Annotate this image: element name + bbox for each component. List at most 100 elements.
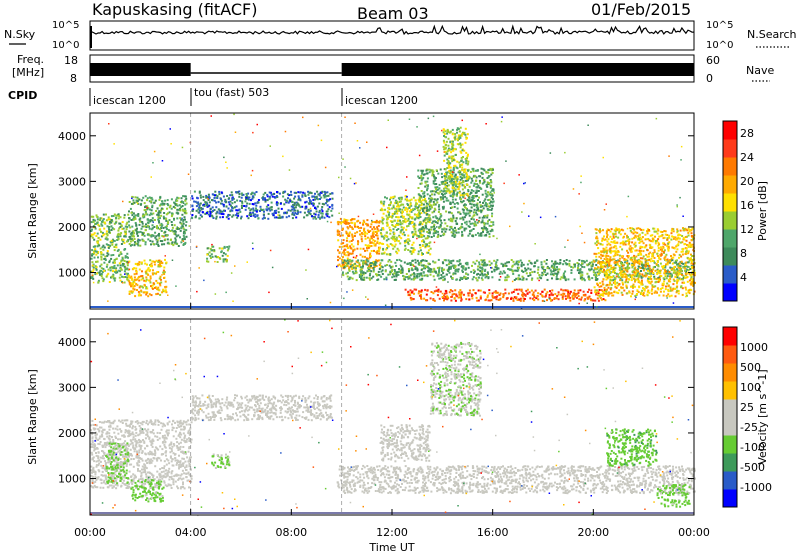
power-cell [309,209,312,212]
power-cell [121,257,124,260]
power-cell [262,197,264,200]
power-cell [177,197,180,200]
power-cell [138,286,141,289]
power-cell [401,215,404,218]
power-cell [432,299,435,301]
power-cell [682,266,685,269]
power-cell [112,273,115,276]
power-cell [252,214,255,217]
power-cell [439,168,442,171]
power-cell [628,247,631,250]
power-cell [97,256,99,259]
power-cell [343,220,346,223]
power-cell [519,259,522,262]
power-cell [490,266,493,269]
power-cell [473,272,475,274]
power-cell [652,285,655,288]
power-cell [238,193,241,195]
power-cell [359,269,362,272]
power-cell [438,204,441,207]
power-cell [136,278,139,281]
power-cell [185,235,188,238]
power-cell [90,276,93,279]
power-cell [135,272,138,275]
power-cell [123,270,126,273]
power-cell [668,261,671,264]
power-cell [128,224,131,227]
power-cell [484,192,487,195]
power-cell [385,276,388,279]
power-cell [294,206,297,209]
power-cell [171,223,174,226]
power-cell [487,169,490,171]
power-cell [442,207,445,210]
power-cell [580,264,583,267]
power-cell [617,273,620,276]
power-cell [407,262,410,265]
power-cell [403,248,406,251]
power-cell [470,206,473,209]
power-cell [411,231,414,233]
power-cell [169,239,172,241]
power-cell [443,268,446,271]
power-cell [425,293,428,296]
power-cell [338,252,341,254]
power-cell [178,208,181,211]
power-cell [646,262,649,265]
power-cell [475,296,478,299]
power-cell [352,245,355,248]
power-cell [389,215,392,218]
power-cell [147,273,150,276]
power-cell [369,241,372,244]
power-cell [379,232,382,234]
power-cell [156,292,159,295]
power-cell [427,267,430,269]
power-cell [102,278,105,281]
power-cell [481,272,484,275]
power-cell [493,270,496,273]
power-cell [430,199,433,202]
power-cell [485,183,488,186]
power-cell [100,217,103,220]
power-cell [525,278,528,281]
power-cell [136,240,139,243]
power-cell [216,261,219,263]
power-cell [113,264,116,267]
power-cell [343,253,346,256]
power-cell [510,259,513,261]
power-cell [143,283,146,286]
power-cell [275,209,278,212]
power-cell [206,205,209,208]
power-cell [314,192,316,195]
power-cell [651,270,653,273]
power-cell [460,298,463,301]
power-cell [181,208,184,211]
power-cell [618,276,620,279]
power-cell [520,288,523,291]
power-cell [315,217,318,220]
power-cell [603,261,606,264]
power-cell [326,200,328,203]
power-cell [622,283,624,286]
power-cell [401,222,404,225]
power-cell [99,269,102,272]
power-cell [552,293,554,296]
power-cell [198,204,201,207]
power-cell [441,230,444,233]
power-cell [179,236,181,239]
power-cell [666,234,669,236]
power-cell [143,234,146,237]
power-cell [397,228,400,230]
power-cell [347,262,350,265]
power-cell [96,232,99,235]
power-cell [259,210,261,212]
power-cell [110,219,113,222]
power-cell [118,254,120,257]
power-cell [379,209,382,212]
power-cell [293,197,296,200]
power-cell [233,206,236,209]
power-cell [421,245,424,247]
power-cell [157,234,160,237]
power-cell [565,259,568,261]
power-cell [536,277,539,280]
